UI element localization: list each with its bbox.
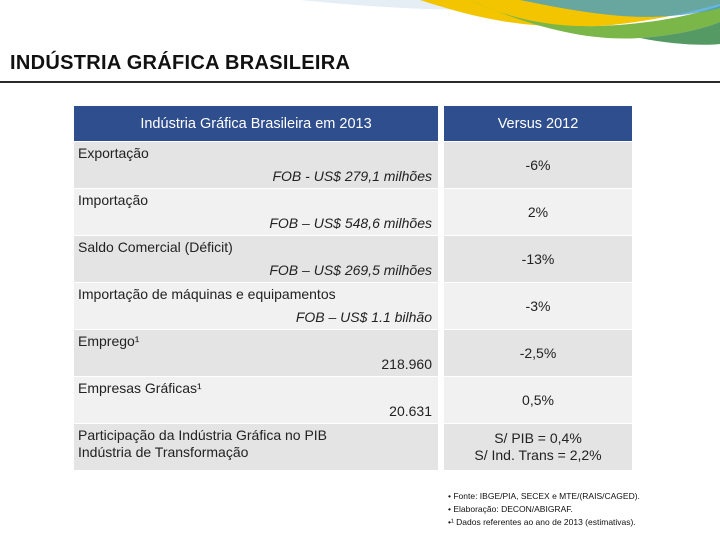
row-label: Emprego¹ xyxy=(78,333,140,349)
row-versus: -13% xyxy=(444,235,632,283)
table-row: Importação de máquinas e equipamentos FO… xyxy=(74,282,632,330)
header-versus-2012: Versus 2012 xyxy=(444,106,632,142)
row-versus: -6% xyxy=(444,141,632,189)
footnote-estimates: •¹ Dados referentes ao ano de 2013 (esti… xyxy=(448,517,636,527)
footnote-elaboration: • Elaboração: DECON/ABIGRAF. xyxy=(448,504,573,514)
row-versus-line1: S/ PIB = 0,4% xyxy=(494,430,582,446)
row-value: 218.960 xyxy=(381,356,432,372)
row-label: Participação da Indústria Gráfica no PIB… xyxy=(78,427,327,461)
row-label: Importação xyxy=(78,192,149,208)
header-2013: Indústria Gráfica Brasileira em 2013 xyxy=(74,106,438,142)
row-value: 20.631 xyxy=(389,403,432,419)
row-label: Saldo Comercial (Déficit) xyxy=(78,239,233,255)
table-row: Empresas Gráficas¹ 20.631 0,5% xyxy=(74,376,632,424)
footnote-source: • Fonte: IBGE/PIA, SECEX e MTE/(RAIS/CAG… xyxy=(448,491,640,501)
row-label: Importação de máquinas e equipamentos xyxy=(78,286,336,302)
row-versus: -2,5% xyxy=(444,329,632,377)
table-row: Emprego¹ 218.960 -2,5% xyxy=(74,329,632,377)
row-versus-line2: S/ Ind. Trans = 2,2% xyxy=(474,447,602,463)
row-value: FOB - US$ 279,1 milhões xyxy=(272,168,432,184)
table-row: Participação da Indústria Gráfica no PIB… xyxy=(74,423,632,470)
row-versus: 2% xyxy=(444,188,632,236)
row-versus: 0,5% xyxy=(444,376,632,424)
row-label-line2: Indústria de Transformação xyxy=(78,444,249,460)
table-row: Saldo Comercial (Déficit) FOB – US$ 269,… xyxy=(74,235,632,283)
decorative-swoosh xyxy=(300,0,720,45)
page-title: INDÚSTRIA GRÁFICA BRASILEIRA xyxy=(10,52,351,74)
title-divider xyxy=(0,81,720,83)
row-label: Empresas Gráficas¹ xyxy=(78,380,202,396)
row-value: FOB – US$ 269,5 milhões xyxy=(269,262,432,278)
table-header-row: Indústria Gráfica Brasileira em 2013 Ver… xyxy=(74,106,632,142)
table-row: Importação FOB – US$ 548,6 milhões 2% xyxy=(74,188,632,236)
row-value: FOB – US$ 548,6 milhões xyxy=(269,215,432,231)
row-value: FOB – US$ 1.1 bilhão xyxy=(295,309,432,325)
row-versus: -3% xyxy=(444,282,632,330)
table-row: Exportação FOB - US$ 279,1 milhões -6% xyxy=(74,141,632,189)
row-versus: S/ PIB = 0,4% S/ Ind. Trans = 2,2% xyxy=(444,423,632,470)
row-label: Exportação xyxy=(78,145,149,161)
row-label-line1: Participação da Indústria Gráfica no PIB xyxy=(78,427,328,443)
indicators-table: Indústria Gráfica Brasileira em 2013 Ver… xyxy=(74,106,632,470)
footnotes: • Fonte: IBGE/PIA, SECEX e MTE/(RAIS/CAG… xyxy=(448,490,640,529)
